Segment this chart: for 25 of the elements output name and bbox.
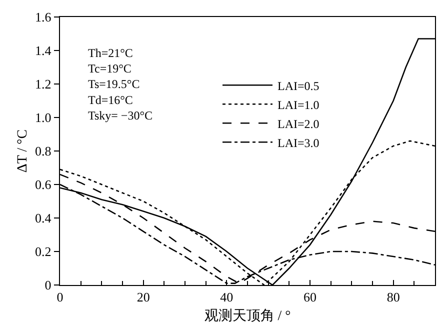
y-tick-label: 1.6 xyxy=(35,10,52,25)
y-tick-label: 0.8 xyxy=(35,144,52,159)
y-tick-label: 1.4 xyxy=(35,43,52,58)
x-axis-title: 观测天顶角 / ° xyxy=(204,308,291,324)
x-tick-label: 40 xyxy=(220,290,234,305)
x-tick-label: 20 xyxy=(136,290,150,305)
y-tick-label: 1.2 xyxy=(35,76,52,92)
annotation: Td=16°C xyxy=(88,92,133,107)
x-tick-label: 0 xyxy=(56,290,64,305)
y-tick-label: 0.2 xyxy=(35,244,52,260)
y-tick-label: 0 xyxy=(44,278,52,293)
legend-label: LAI=2.0 xyxy=(278,116,320,131)
x-tick-label: 60 xyxy=(304,290,316,305)
y-tick-label: 0.6 xyxy=(35,177,52,192)
annotation: Ts=19.5°C xyxy=(88,77,140,92)
y-tick-label: 1.0 xyxy=(35,110,52,126)
annotation: Tsky= −30°C xyxy=(88,108,152,122)
y-axis-title: ΔT / °C xyxy=(16,129,31,173)
annotation: Tc=19°C xyxy=(88,62,132,76)
legend-label: LAI=3.0 xyxy=(278,136,320,150)
legend-label: LAI=1.0 xyxy=(278,98,320,112)
x-tick-label: 80 xyxy=(386,290,400,305)
annotation: Th=21°C xyxy=(88,46,133,60)
legend-label: LAI=0.5 xyxy=(278,78,320,93)
y-tick-label: 0.4 xyxy=(35,210,52,226)
